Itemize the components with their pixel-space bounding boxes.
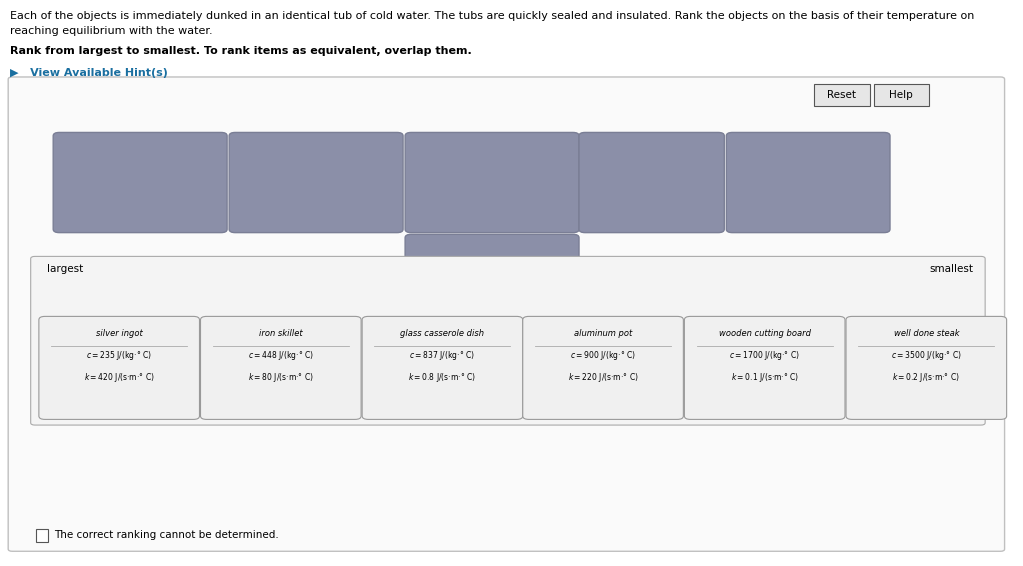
FancyBboxPatch shape [726,132,890,233]
Text: $c = 837$ J/(kg·° C): $c = 837$ J/(kg·° C) [409,349,476,362]
Text: Rank from largest to smallest. To rank items as equivalent, overlap them.: Rank from largest to smallest. To rank i… [10,46,472,57]
Text: $k = 0.2$ J/(s·m·° C): $k = 0.2$ J/(s·m·° C) [892,371,961,384]
Text: silver ingot: silver ingot [96,329,142,338]
Bar [36,529,48,542]
Text: $c = 235$ J/(kg·° C): $c = 235$ J/(kg·° C) [86,349,152,362]
Text: glass casserole dish: glass casserole dish [400,329,485,338]
Text: largest: largest [47,264,83,274]
Text: The correct ranking cannot be determined.: The correct ranking cannot be determined… [54,530,279,541]
Text: $k = 80$ J/(s·m·° C): $k = 80$ J/(s·m·° C) [248,371,314,384]
FancyBboxPatch shape [814,84,870,106]
FancyBboxPatch shape [684,316,845,419]
FancyBboxPatch shape [523,316,683,419]
FancyBboxPatch shape [8,77,1005,551]
FancyBboxPatch shape [362,316,523,419]
Text: $k = 0.1$ J/(s·m·° C): $k = 0.1$ J/(s·m·° C) [730,371,799,384]
FancyBboxPatch shape [53,132,227,233]
FancyBboxPatch shape [229,132,403,233]
Text: Each of the objects is immediately dunked in an identical tub of cold water. The: Each of the objects is immediately dunke… [10,11,975,22]
FancyBboxPatch shape [874,84,929,106]
Text: iron skillet: iron skillet [259,329,303,338]
Text: $c = 900$ J/(kg·° C): $c = 900$ J/(kg·° C) [570,349,636,362]
FancyBboxPatch shape [405,132,579,233]
Text: $c = 3500$ J/(kg·° C): $c = 3500$ J/(kg·° C) [891,349,962,362]
FancyBboxPatch shape [579,132,724,233]
Text: Reset: Reset [828,90,856,100]
Text: Help: Help [889,90,914,100]
Text: $k = 0.8$ J/(s·m·° C): $k = 0.8$ J/(s·m·° C) [408,371,477,384]
FancyBboxPatch shape [39,316,199,419]
FancyBboxPatch shape [846,316,1007,419]
Text: $c = 448$ J/(kg·° C): $c = 448$ J/(kg·° C) [248,349,314,362]
Text: wooden cutting board: wooden cutting board [719,329,810,338]
Text: smallest: smallest [930,264,974,274]
Text: $k = 220$ J/(s·m·° C): $k = 220$ J/(s·m·° C) [568,371,638,384]
Text: aluminum pot: aluminum pot [574,329,632,338]
Text: $k = 420$ J/(s·m·° C): $k = 420$ J/(s·m·° C) [84,371,154,384]
FancyBboxPatch shape [405,234,579,335]
Text: ▶   View Available Hint(s): ▶ View Available Hint(s) [10,68,168,78]
FancyBboxPatch shape [31,256,985,425]
Text: $c = 1700$ J/(kg·° C): $c = 1700$ J/(kg·° C) [729,349,800,362]
Text: well done steak: well done steak [893,329,960,338]
FancyBboxPatch shape [201,316,361,419]
Text: reaching equilibrium with the water.: reaching equilibrium with the water. [10,26,213,36]
